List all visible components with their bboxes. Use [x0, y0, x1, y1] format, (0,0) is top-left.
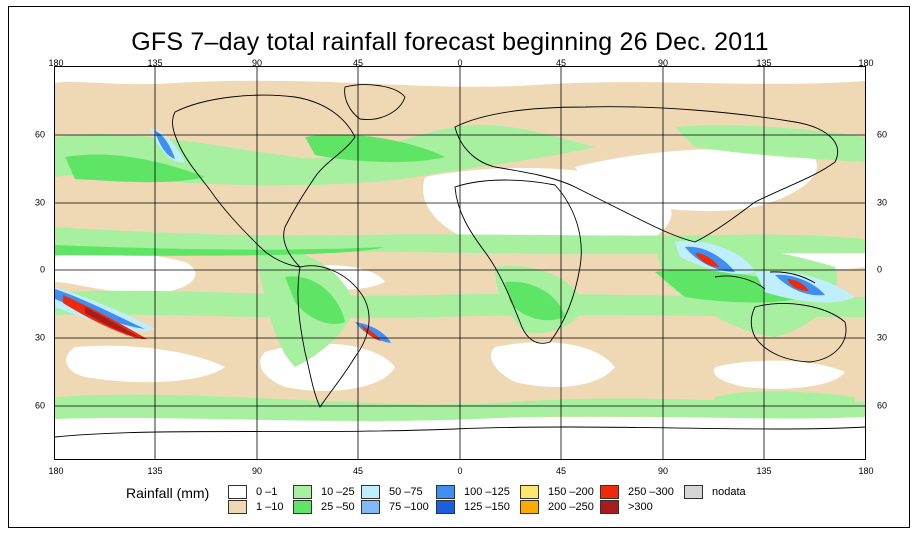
left-tick: 0	[39, 264, 45, 275]
legend-swatch-25-50	[293, 500, 312, 514]
legend-swatch-50-75	[361, 485, 380, 499]
legend-swatch-0-1	[228, 485, 247, 499]
top-tick: 135	[756, 58, 772, 68]
legend-swatch-nodata	[684, 485, 703, 499]
bottom-tick: 90	[657, 466, 669, 476]
top-tick: 90	[251, 58, 263, 68]
legend-label: 125 –150	[464, 501, 510, 513]
legend-swatch-250-300	[600, 485, 619, 499]
right-tick: 30	[877, 332, 888, 343]
right-tick: 60	[877, 400, 888, 411]
rainfall-map	[54, 66, 866, 460]
right-tick: 0	[877, 264, 883, 275]
bottom-tick: 45	[352, 466, 364, 476]
top-tick: 180	[48, 58, 64, 68]
left-tick: 60	[34, 129, 45, 140]
figure-frame	[8, 6, 910, 528]
legend-label: 200 –250	[548, 501, 594, 513]
legend-label: nodata	[712, 486, 746, 498]
max-rain-areas	[85, 307, 139, 337]
graticule	[55, 67, 865, 459]
top-tick: 45	[555, 58, 567, 68]
left-tick: 60	[34, 400, 45, 411]
legend-swatch-75-100	[361, 500, 380, 514]
bottom-tick: 180	[48, 466, 64, 476]
legend-label: 10 –25	[321, 486, 355, 498]
legend-swatch-1-10	[228, 500, 247, 514]
legend-swatch-150-200	[520, 485, 539, 499]
bottom-tick: 135	[147, 466, 163, 476]
bottom-tick: 0	[457, 466, 463, 476]
legend-label: 0 –1	[256, 486, 278, 498]
legend-title: Rainfall (mm)	[126, 485, 210, 501]
extreme-rain-areas	[63, 253, 809, 341]
right-tick: 60	[877, 129, 888, 140]
rainfall-map-canvas	[55, 67, 865, 459]
legend-swatch-200-250	[520, 500, 539, 514]
left-tick: 30	[34, 197, 45, 208]
bottom-tick: 135	[756, 466, 772, 476]
top-tick: 45	[352, 58, 364, 68]
legend-label: 1 –10	[256, 501, 284, 513]
top-tick: 0	[457, 58, 463, 68]
legend-label: 25 –50	[321, 501, 355, 513]
legend-swatch-125-150	[436, 500, 455, 514]
legend-label: 150 –200	[548, 486, 594, 498]
bottom-tick: 45	[555, 466, 567, 476]
legend-swatch-10-25	[293, 485, 312, 499]
bottom-tick: 90	[251, 466, 263, 476]
legend-label: 100 –125	[464, 486, 510, 498]
legend-label: 50 –75	[389, 486, 423, 498]
legend-swatch-100-125	[436, 485, 455, 499]
legend-swatch-over-300	[600, 500, 619, 514]
legend-label: 75 –100	[389, 501, 429, 513]
map-title: GFS 7–day total rainfall forecast beginn…	[131, 28, 769, 56]
right-tick: 30	[877, 197, 888, 208]
legend-label: >300	[628, 501, 653, 513]
top-tick: 135	[147, 58, 163, 68]
top-tick: 90	[657, 58, 669, 68]
top-tick: 180	[858, 58, 874, 68]
coastlines	[55, 84, 865, 438]
bottom-tick: 180	[858, 466, 874, 476]
left-tick: 30	[34, 332, 45, 343]
legend-label: 250 –300	[628, 486, 674, 498]
